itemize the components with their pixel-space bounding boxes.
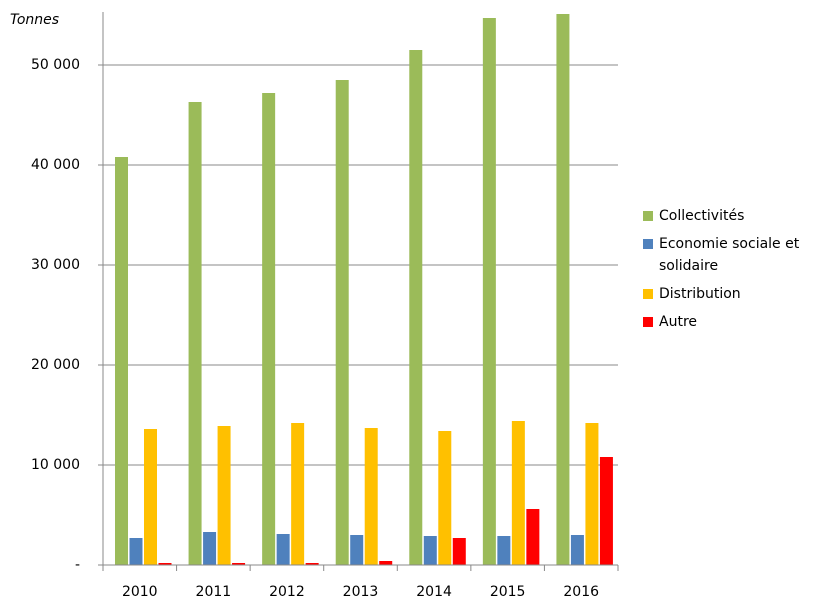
bar bbox=[144, 429, 157, 565]
bar bbox=[203, 532, 217, 565]
x-tick-label: 2010 bbox=[122, 584, 158, 600]
legend: Collectivités Economie sociale et solidai… bbox=[643, 205, 823, 339]
y-tick-label: 50 000 bbox=[31, 57, 80, 73]
bar bbox=[305, 563, 319, 565]
x-tick-label: 2013 bbox=[343, 584, 379, 600]
bar bbox=[291, 423, 305, 565]
legend-label: Economie sociale et solidaire bbox=[659, 236, 800, 274]
bar bbox=[158, 563, 172, 565]
x-tick-label: 2014 bbox=[416, 584, 452, 600]
bar bbox=[556, 14, 570, 565]
x-tick-label: 2012 bbox=[269, 584, 305, 600]
bar bbox=[511, 421, 525, 565]
legend-swatch bbox=[643, 317, 653, 327]
legend-swatch bbox=[643, 211, 653, 221]
bar bbox=[423, 536, 437, 565]
bar bbox=[364, 428, 378, 565]
legend-label: Autre bbox=[659, 314, 698, 330]
bar bbox=[438, 431, 452, 565]
y-axis-label: Tonnes bbox=[10, 12, 59, 28]
x-tick-label: 2011 bbox=[196, 584, 232, 600]
bar bbox=[232, 563, 246, 565]
legend-swatch bbox=[643, 239, 653, 249]
legend-item: Distribution bbox=[643, 283, 823, 305]
bar bbox=[350, 535, 364, 565]
bar bbox=[585, 423, 599, 565]
legend-swatch bbox=[643, 289, 653, 299]
bar bbox=[497, 536, 511, 565]
bar bbox=[379, 561, 393, 565]
legend-item: Economie sociale et solidaire bbox=[643, 233, 823, 277]
x-tick-label: 2016 bbox=[563, 584, 599, 600]
bar bbox=[217, 426, 231, 565]
bar bbox=[482, 18, 496, 565]
legend-item: Collectivités bbox=[643, 205, 823, 227]
y-tick-label: 30 000 bbox=[31, 257, 80, 273]
bar bbox=[570, 535, 584, 565]
legend-label: Collectivités bbox=[659, 208, 745, 224]
y-tick-label: 10 000 bbox=[31, 457, 80, 473]
bar bbox=[115, 157, 128, 565]
bar bbox=[409, 50, 423, 565]
x-tick-label: 2015 bbox=[490, 584, 526, 600]
bar bbox=[276, 534, 290, 565]
bar bbox=[262, 93, 276, 565]
bar bbox=[188, 102, 202, 565]
bar bbox=[129, 538, 143, 565]
legend-label: Distribution bbox=[659, 286, 741, 302]
y-tick-label: 40 000 bbox=[31, 157, 80, 173]
bar bbox=[335, 80, 349, 565]
y-tick-label: 20 000 bbox=[31, 357, 80, 373]
bar bbox=[452, 538, 466, 565]
legend-item: Autre bbox=[643, 311, 823, 333]
y-tick-label: - bbox=[75, 557, 80, 573]
bar bbox=[526, 509, 540, 565]
bar bbox=[599, 457, 613, 565]
